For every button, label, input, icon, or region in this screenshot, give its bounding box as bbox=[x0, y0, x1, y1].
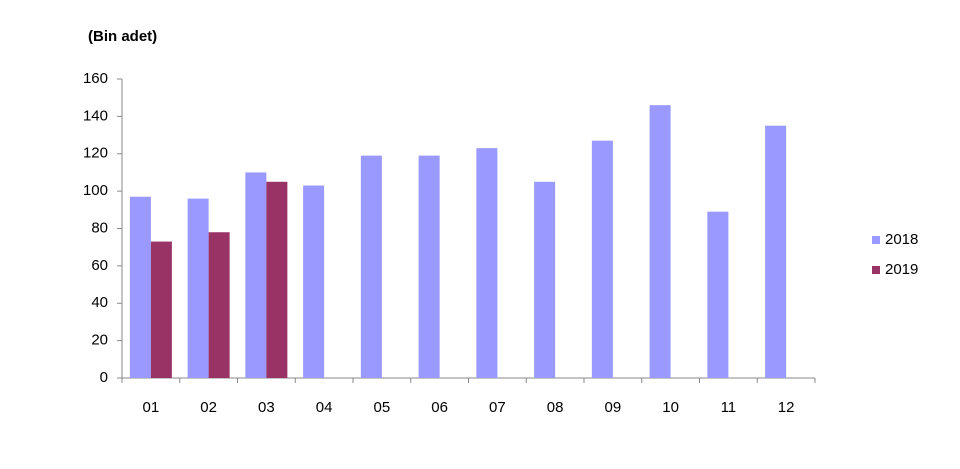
bar bbox=[534, 181, 556, 378]
legend-label: 2018 bbox=[885, 231, 918, 248]
bar bbox=[765, 125, 787, 378]
bar bbox=[150, 241, 172, 378]
bar bbox=[266, 181, 288, 378]
y-tick-label: 160 bbox=[83, 70, 108, 87]
y-tick-label: 60 bbox=[91, 257, 108, 274]
y-tick-label: 20 bbox=[91, 332, 108, 349]
bar bbox=[707, 211, 729, 378]
x-tick-label: 02 bbox=[200, 399, 217, 416]
y-tick-label: 40 bbox=[91, 294, 108, 311]
x-tick-label: 01 bbox=[143, 399, 160, 416]
x-tick-label: 08 bbox=[547, 399, 564, 416]
bar bbox=[476, 148, 498, 378]
y-tick-label: 120 bbox=[83, 145, 108, 162]
x-tick-label: 05 bbox=[374, 399, 391, 416]
y-tick-label: 140 bbox=[83, 107, 108, 124]
legend-swatch bbox=[872, 266, 880, 274]
x-tick-label: 07 bbox=[489, 399, 506, 416]
legend-swatch bbox=[872, 236, 880, 244]
bar bbox=[245, 172, 267, 378]
x-tick-label: 04 bbox=[316, 399, 333, 416]
x-tick-label: 09 bbox=[605, 399, 622, 416]
chart-title: (Bin adet) bbox=[88, 28, 157, 45]
y-tick-label: 0 bbox=[100, 369, 108, 386]
bar bbox=[418, 155, 440, 378]
bar bbox=[187, 198, 209, 378]
x-tick-label: 11 bbox=[721, 399, 737, 416]
x-tick-label: 06 bbox=[431, 399, 448, 416]
bar bbox=[129, 196, 151, 378]
y-tick-label: 100 bbox=[83, 182, 108, 199]
bar bbox=[360, 155, 382, 378]
bar bbox=[591, 140, 613, 378]
bar bbox=[649, 105, 671, 378]
x-tick-label: 10 bbox=[662, 399, 679, 416]
y-tick-label: 80 bbox=[91, 219, 108, 236]
legend-label: 2019 bbox=[885, 261, 918, 278]
bar bbox=[208, 232, 230, 378]
x-tick-label: 03 bbox=[258, 399, 275, 416]
bar bbox=[303, 185, 325, 378]
x-tick-label: 12 bbox=[778, 399, 795, 416]
